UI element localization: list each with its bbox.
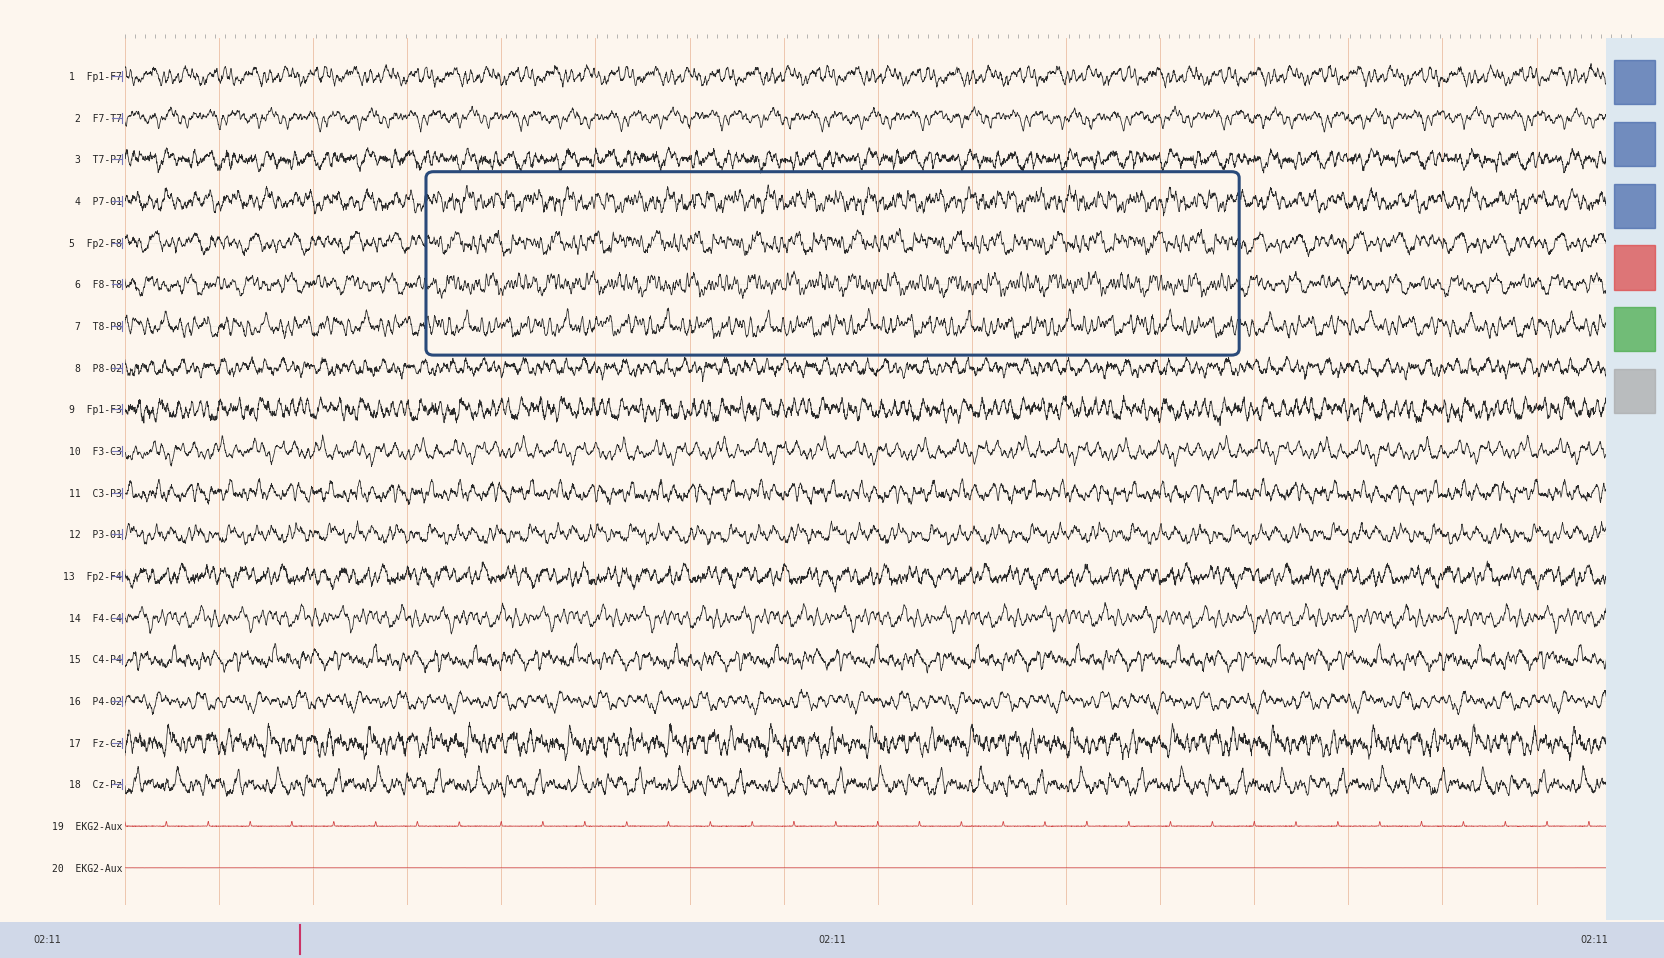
Bar xyxy=(1614,60,1656,104)
Bar xyxy=(1614,122,1656,166)
Text: 02:11: 02:11 xyxy=(33,935,62,945)
Bar xyxy=(1614,245,1656,289)
Text: 02:11: 02:11 xyxy=(819,935,845,945)
Bar xyxy=(1614,369,1656,413)
Text: 02:11: 02:11 xyxy=(1581,935,1609,945)
Bar xyxy=(1614,308,1656,352)
Bar xyxy=(1614,184,1656,228)
